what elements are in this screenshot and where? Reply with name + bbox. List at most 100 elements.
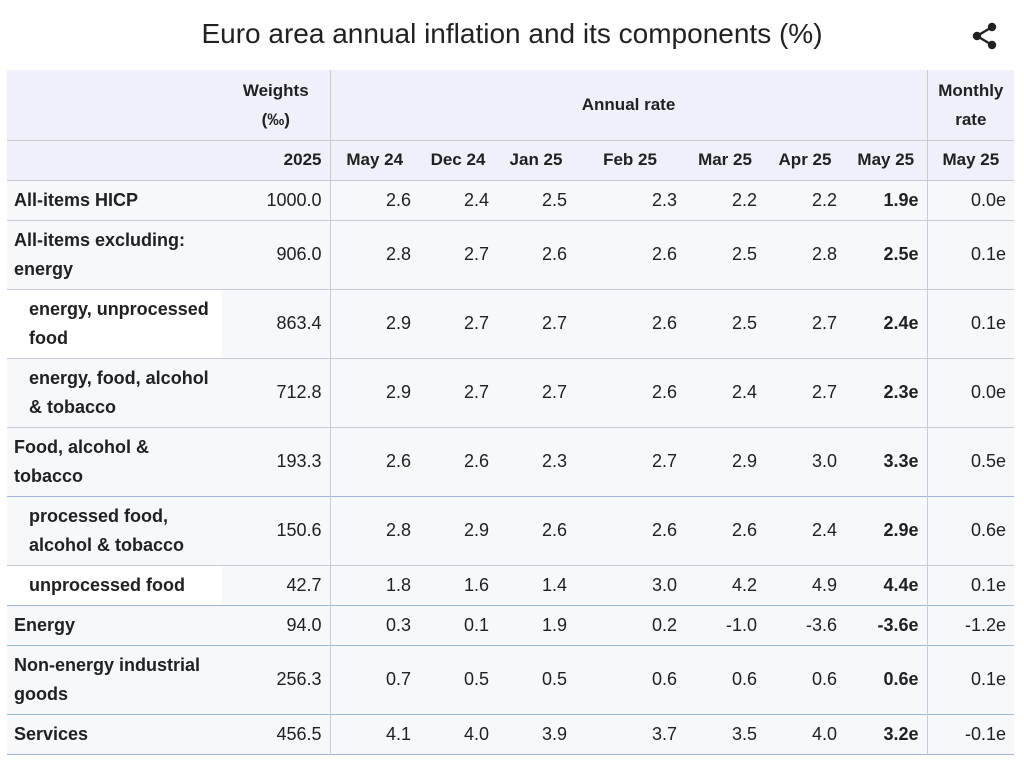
row-label: Energy: [7, 605, 222, 645]
annual-rate-cell: 2.2: [765, 180, 845, 220]
weight-cell: 456.5: [222, 714, 331, 754]
monthly-period-header: May 25: [927, 139, 1015, 180]
monthly-rate-cell: 0.1e: [927, 645, 1015, 714]
period-header: May 24: [330, 139, 419, 180]
annual-rate-cell: 2.5: [685, 289, 765, 358]
period-header: Feb 25: [575, 139, 685, 180]
inflation-table: Weights (‰) Annual rate Monthly rate 202…: [7, 70, 1015, 755]
period-header: May 25: [845, 139, 928, 180]
annual-rate-cell: 2.5: [685, 220, 765, 289]
annual-rate-cell: 4.4e: [845, 565, 928, 605]
annual-rate-cell: 0.7: [330, 645, 419, 714]
period-header: Mar 25: [685, 139, 765, 180]
table-row: processed food, alcohol & tobacco 150.6 2.…: [7, 496, 1015, 565]
row-label: All-items excluding: energy: [7, 220, 222, 289]
annual-rate-cell: 0.6: [685, 645, 765, 714]
weights-year: 2025: [222, 139, 331, 180]
annual-rate-cell: 0.6e: [845, 645, 928, 714]
annual-rate-cell: 4.0: [765, 714, 845, 754]
weight-cell: 42.7: [222, 565, 331, 605]
annual-rate-cell: 2.6: [330, 180, 419, 220]
weight-cell: 150.6: [222, 496, 331, 565]
annual-rate-cell: 2.7: [419, 220, 497, 289]
row-label: Services: [7, 714, 222, 754]
annual-rate-cell: 2.6: [419, 427, 497, 496]
annual-rate-cell: 2.6: [497, 220, 575, 289]
annual-rate-cell: -3.6: [765, 605, 845, 645]
annual-rate-cell: 3.2e: [845, 714, 928, 754]
monthly-rate-cell: -1.2e: [927, 605, 1015, 645]
row-label: Non-energy industrial goods: [7, 645, 222, 714]
annual-rate-cell: 2.6: [575, 220, 685, 289]
monthly-rate-cell: 0.5e: [927, 427, 1015, 496]
annual-rate-cell: 2.3: [575, 180, 685, 220]
annual-rate-cell: 4.2: [685, 565, 765, 605]
annual-rate-cell: 2.4: [685, 358, 765, 427]
annual-rate-cell: 2.9: [330, 289, 419, 358]
annual-rate-cell: 0.5: [419, 645, 497, 714]
annual-rate-cell: 2.6: [575, 289, 685, 358]
annual-rate-cell: 1.8: [330, 565, 419, 605]
monthly-rate-label: Monthly rate: [938, 80, 1004, 129]
annual-rate-cell: 2.4: [419, 180, 497, 220]
annual-rate-cell: 2.5: [497, 180, 575, 220]
row-label: All-items HICP: [7, 180, 222, 220]
annual-rate-cell: 2.5e: [845, 220, 928, 289]
table-row: unprocessed food 42.7 1.8 1.6 1.4 3.0 4.2 4.9 4.…: [7, 565, 1015, 605]
annual-rate-cell: 2.6: [497, 496, 575, 565]
share-icon[interactable]: [972, 22, 998, 50]
weight-cell: 193.3: [222, 427, 331, 496]
annual-rate-cell: 2.6: [330, 427, 419, 496]
annual-rate-cell: 2.3: [497, 427, 575, 496]
monthly-rate-cell: -0.1e: [927, 714, 1015, 754]
annual-rate-cell: 1.4: [497, 565, 575, 605]
annual-rate-cell: 2.9: [330, 358, 419, 427]
table-title: Euro area annual inflation and its compo…: [201, 18, 823, 49]
monthly-rate-cell: 0.1e: [927, 220, 1015, 289]
weights-header: Weights (‰): [222, 70, 331, 140]
table-row: All-items excluding: energy 906.0 2.8 2.7 2.…: [7, 220, 1015, 289]
table-row: Services 456.5 4.1 4.0 3.9 3.7 3.5 4.0 3.2e -0.1e: [7, 714, 1015, 754]
row-label: energy, food, alcohol & tobacco: [7, 358, 222, 427]
row-label: unprocessed food: [7, 565, 222, 605]
table-row: Food, alcohol & tobacco 193.3 2.6 2.6 2.3 2.7…: [7, 427, 1015, 496]
annual-rate-cell: 3.0: [765, 427, 845, 496]
header-empty-cell-2: [7, 139, 222, 180]
table-row: energy, unprocessed food 863.4 2.9 2.7 2.7 2.…: [7, 289, 1015, 358]
annual-rate-cell: 0.2: [575, 605, 685, 645]
annual-rate-cell: 2.8: [330, 220, 419, 289]
annual-rate-cell: 3.0: [575, 565, 685, 605]
annual-rate-cell: 2.6: [575, 358, 685, 427]
annual-rate-cell: 2.2: [685, 180, 765, 220]
period-header: Apr 25: [765, 139, 845, 180]
monthly-rate-cell: 0.6e: [927, 496, 1015, 565]
annual-rate-header: Annual rate: [330, 70, 928, 140]
annual-rate-cell: 2.3e: [845, 358, 928, 427]
weights-label: Weights (‰): [242, 80, 309, 129]
weight-cell: 906.0: [222, 220, 331, 289]
monthly-rate-cell: 0.0e: [927, 180, 1015, 220]
weight-cell: 256.3: [222, 645, 331, 714]
weight-cell: 94.0: [222, 605, 331, 645]
header-row-groups: Weights (‰) Annual rate Monthly rate: [7, 70, 1015, 140]
row-label: processed food, alcohol & tobacco: [7, 496, 222, 565]
annual-rate-cell: 2.6: [685, 496, 765, 565]
row-label: energy, unprocessed food: [7, 289, 222, 358]
annual-rate-cell: 2.7: [419, 358, 497, 427]
annual-rate-cell: 3.3e: [845, 427, 928, 496]
annual-rate-cell: 0.6: [765, 645, 845, 714]
row-label: Food, alcohol & tobacco: [7, 427, 222, 496]
annual-rate-cell: 0.1: [419, 605, 497, 645]
annual-rate-cell: 2.9: [685, 427, 765, 496]
annual-rate-cell: 1.9: [497, 605, 575, 645]
annual-rate-cell: 0.3: [330, 605, 419, 645]
annual-rate-cell: 2.4e: [845, 289, 928, 358]
annual-rate-cell: 2.7: [765, 358, 845, 427]
table-row: Non-energy industrial goods 256.3 0.7 0.5 0.…: [7, 645, 1015, 714]
annual-rate-cell: 2.7: [765, 289, 845, 358]
weight-cell: 712.8: [222, 358, 331, 427]
annual-rate-cell: 2.8: [330, 496, 419, 565]
annual-rate-cell: 1.9e: [845, 180, 928, 220]
annual-rate-cell: 2.7: [419, 289, 497, 358]
annual-rate-cell: 2.8: [765, 220, 845, 289]
